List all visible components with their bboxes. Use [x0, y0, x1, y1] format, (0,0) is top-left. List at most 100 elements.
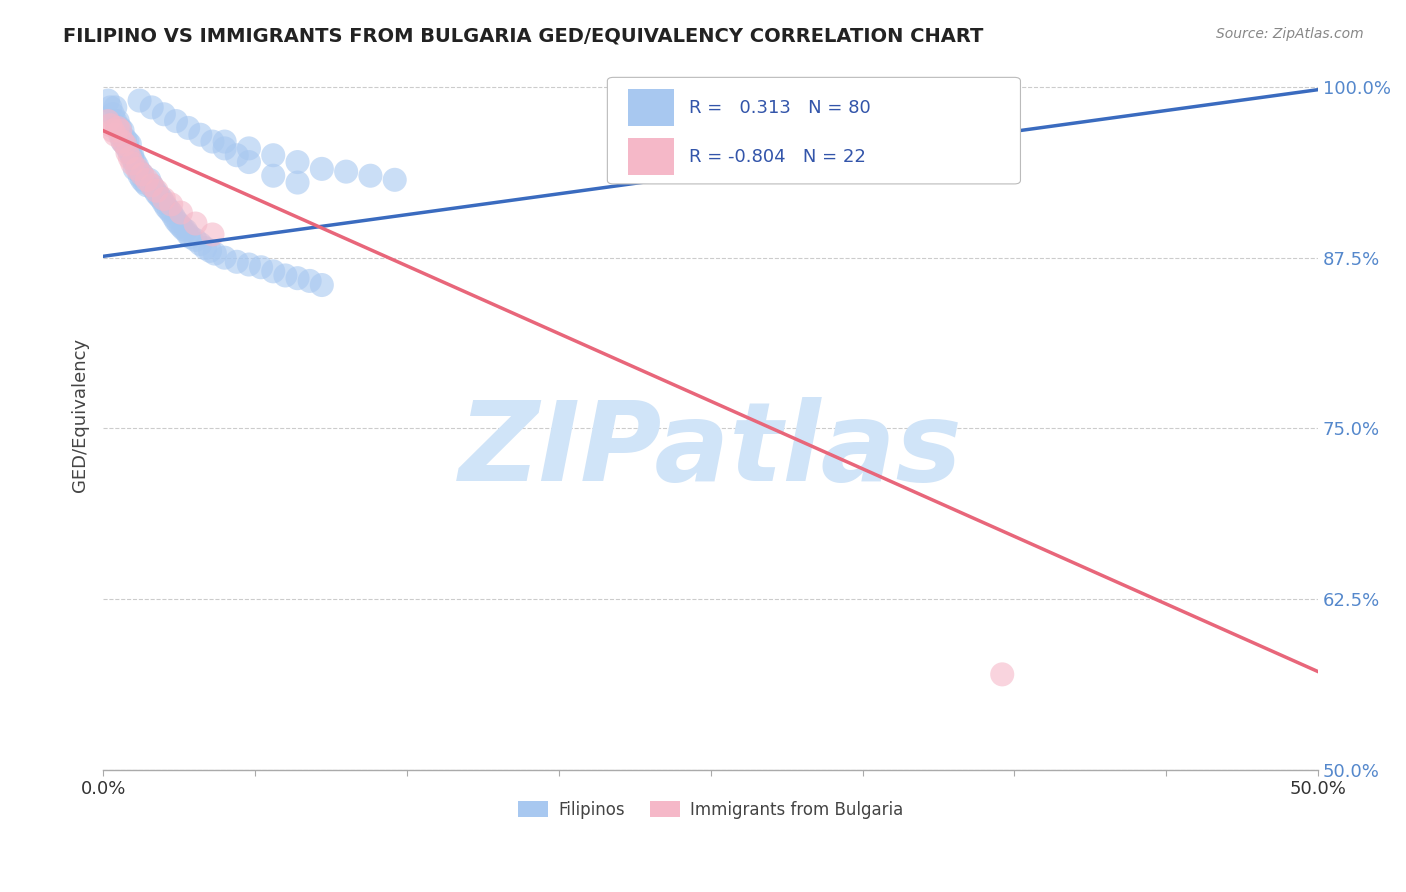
Point [100, 100, 122, 114]
Point [165, 114, 187, 128]
Text: Source: ZipAtlas.com: Source: ZipAtlas.com [1216, 27, 1364, 41]
Point [155, 200, 177, 214]
Point [250, 260, 273, 275]
Point [138, 173, 160, 187]
Point [128, 164, 150, 178]
Point [214, 141, 236, 155]
Point [160, 205, 183, 219]
Point [100, 118, 122, 132]
Point [114, 137, 136, 152]
Point [188, 128, 211, 142]
Point [238, 258, 260, 272]
Point [153, 196, 176, 211]
Point [153, 107, 176, 121]
Point [359, 169, 381, 183]
Point [198, 244, 221, 258]
Point [107, 120, 129, 135]
Point [134, 176, 156, 190]
Point [150, 192, 173, 206]
Point [287, 155, 309, 169]
Point [153, 192, 176, 206]
Point [128, 169, 150, 183]
Point [214, 251, 236, 265]
Point [204, 246, 226, 260]
Point [225, 148, 247, 162]
Point [114, 132, 136, 146]
Point [101, 107, 124, 121]
Point [117, 141, 139, 155]
FancyBboxPatch shape [628, 138, 675, 176]
Point [311, 161, 333, 176]
Point [177, 120, 200, 135]
Point [114, 137, 136, 152]
Point [104, 128, 127, 142]
Point [135, 173, 157, 187]
Legend: Filipinos, Immigrants from Bulgaria: Filipinos, Immigrants from Bulgaria [512, 794, 910, 826]
Point [262, 148, 284, 162]
Point [287, 271, 309, 285]
Point [111, 123, 134, 137]
Point [184, 233, 207, 247]
Text: R = -0.804   N = 22: R = -0.804 N = 22 [689, 148, 866, 166]
Point [177, 227, 200, 242]
Point [135, 178, 157, 193]
Point [131, 167, 153, 181]
Point [117, 135, 139, 149]
Point [157, 202, 180, 217]
Point [97, 114, 120, 128]
Point [167, 217, 190, 231]
Y-axis label: GED/Equivalency: GED/Equivalency [72, 338, 89, 491]
Point [201, 227, 224, 242]
Point [238, 155, 260, 169]
Point [238, 141, 260, 155]
Point [145, 184, 167, 198]
Point [141, 178, 163, 193]
Point [117, 145, 139, 160]
Point [162, 210, 184, 224]
Point [298, 274, 321, 288]
Point [121, 148, 143, 162]
FancyBboxPatch shape [607, 78, 1021, 184]
Point [107, 114, 129, 128]
Text: R =   0.313   N = 80: R = 0.313 N = 80 [689, 99, 870, 117]
Point [335, 164, 357, 178]
Point [274, 268, 297, 283]
Point [174, 223, 197, 237]
Point [991, 667, 1014, 681]
Point [97, 94, 120, 108]
Point [141, 100, 163, 114]
Point [170, 219, 193, 234]
Point [172, 222, 194, 236]
Point [104, 114, 127, 128]
Point [160, 197, 183, 211]
FancyBboxPatch shape [628, 89, 675, 127]
Point [127, 161, 149, 176]
Text: FILIPINO VS IMMIGRANTS FROM BULGARIA GED/EQUIVALENCY CORRELATION CHART: FILIPINO VS IMMIGRANTS FROM BULGARIA GED… [63, 27, 984, 45]
Point [118, 137, 141, 152]
Point [143, 182, 166, 196]
Point [145, 186, 167, 201]
Text: ZIPatlas: ZIPatlas [458, 397, 963, 504]
Point [287, 176, 309, 190]
Point [118, 145, 141, 160]
Point [194, 241, 217, 255]
Point [107, 120, 129, 135]
Point [104, 100, 127, 114]
Point [262, 264, 284, 278]
Point [165, 214, 187, 228]
Point [131, 173, 153, 187]
Point [108, 123, 131, 137]
Point [131, 167, 153, 181]
Point [170, 205, 193, 219]
Point [384, 173, 406, 187]
Point [121, 156, 143, 170]
Point [101, 123, 124, 137]
Point [262, 169, 284, 183]
Point [127, 159, 149, 173]
Point [184, 217, 207, 231]
Point [121, 151, 143, 165]
Point [148, 189, 170, 203]
Point [111, 135, 134, 149]
Point [214, 135, 236, 149]
Point [180, 230, 202, 244]
